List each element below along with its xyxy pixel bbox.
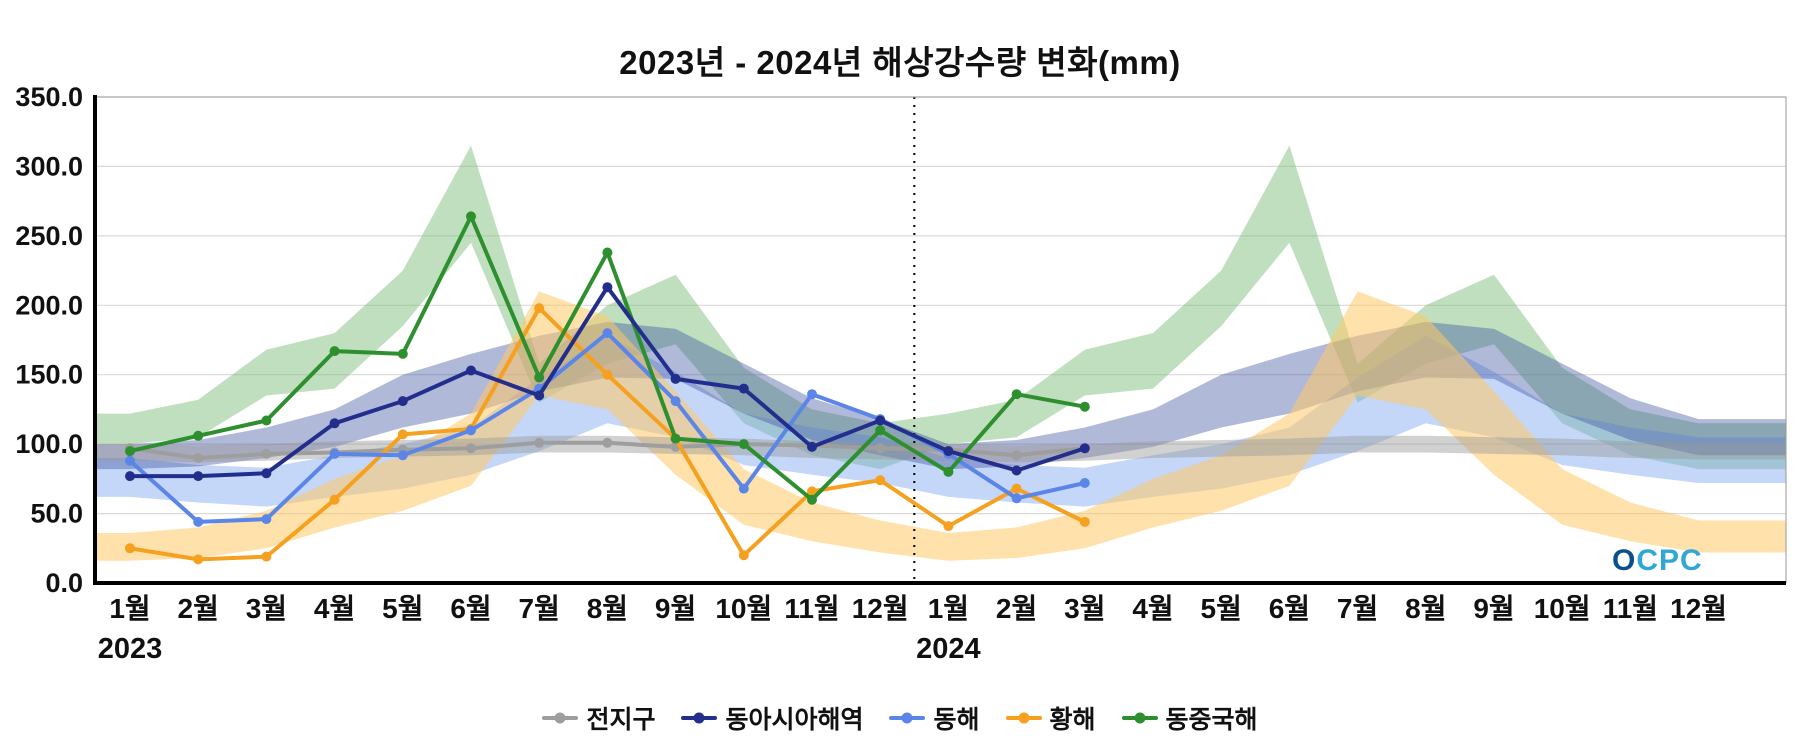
legend-marker-icon [542, 716, 579, 720]
svg-text:250.0: 250.0 [15, 221, 83, 251]
svg-text:3월: 3월 [1064, 593, 1105, 624]
svg-text:0.0: 0.0 [45, 568, 83, 598]
svg-text:7월: 7월 [1337, 593, 1378, 624]
data-series-lines [125, 211, 1090, 565]
svg-text:1월: 1월 [109, 593, 150, 624]
year-labels: 2023 2024 [98, 633, 981, 665]
svg-text:4월: 4월 [1132, 593, 1173, 624]
legend-item-5: 동중국해 [1121, 700, 1258, 736]
svg-text:100.0: 100.0 [15, 429, 83, 459]
svg-text:200.0: 200.0 [15, 290, 83, 320]
legend-marker-icon [1121, 716, 1158, 720]
svg-text:10월: 10월 [715, 593, 772, 624]
svg-text:3월: 3월 [246, 593, 287, 624]
svg-text:12월: 12월 [1670, 593, 1727, 624]
svg-text:2월: 2월 [996, 593, 1037, 624]
legend-marker-icon [681, 716, 718, 720]
svg-text:9월: 9월 [655, 593, 696, 624]
svg-text:2023: 2023 [98, 633, 163, 665]
legend-item-2: 동아시아해역 [681, 700, 863, 736]
svg-text:7월: 7월 [519, 593, 560, 624]
svg-text:350.0: 350.0 [15, 82, 83, 112]
svg-text:5월: 5월 [1201, 593, 1242, 624]
legend-marker-icon [889, 716, 926, 720]
x-axis-labels: 1월 2월 3월 4월 5월 6월 7월 8월 9월 10월 11월 12월 1월 2월 3월 4월 5월 6월 7… [109, 593, 1727, 624]
svg-text:9월: 9월 [1473, 593, 1514, 624]
legend-label: 황해 [1049, 706, 1096, 734]
legend-item-4: 황해 [1005, 700, 1096, 736]
svg-text:6월: 6월 [450, 593, 491, 624]
svg-text:2월: 2월 [178, 593, 219, 624]
axes [93, 95, 1787, 585]
svg-text:12월: 12월 [852, 593, 909, 624]
svg-text:11월: 11월 [1603, 593, 1658, 624]
legend-label: 동아시아해역 [725, 706, 864, 734]
svg-text:2024: 2024 [916, 633, 981, 665]
chart-title: 2023년 - 2024년 해상강수량 변화(mm) [619, 44, 1181, 81]
legend-item-3: 동해 [889, 700, 980, 736]
svg-text:1월: 1월 [928, 593, 969, 624]
legend-item-1: 전지구 [542, 700, 655, 736]
ocpc-logo: OCPC [1612, 544, 1703, 577]
y-axis-labels: 0.0 50.0 100.0 150.0 200.0 250.0 300.0 350.0 [15, 82, 83, 598]
legend-label: 전지구 [586, 706, 656, 734]
legend-marker-icon [1005, 716, 1042, 720]
svg-text:8월: 8월 [1405, 593, 1446, 624]
svg-text:150.0: 150.0 [15, 360, 83, 390]
legend-label: 동중국해 [1165, 706, 1258, 734]
legend-label: 동해 [933, 706, 980, 734]
svg-text:8월: 8월 [587, 593, 628, 624]
svg-text:50.0: 50.0 [30, 499, 83, 529]
svg-text:300.0: 300.0 [15, 151, 83, 181]
svg-text:6월: 6월 [1269, 593, 1310, 624]
svg-text:11월: 11월 [784, 593, 839, 624]
svg-text:4월: 4월 [314, 593, 355, 624]
svg-text:5월: 5월 [382, 593, 423, 624]
svg-text:10월: 10월 [1534, 593, 1591, 624]
chart-legend: 전지구 동아시아해역 동해 황해 동중국해 [0, 700, 1800, 736]
